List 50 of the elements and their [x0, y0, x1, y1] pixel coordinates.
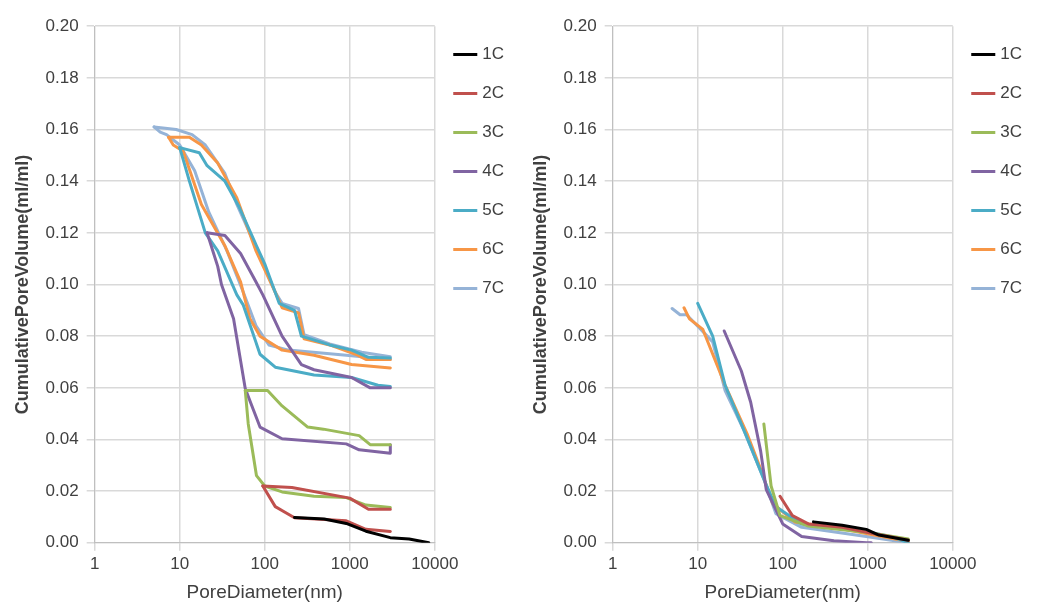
y-tick-label: 0.02	[563, 480, 597, 500]
legend-label: 6C	[1000, 239, 1022, 259]
x-tick-label: 10	[688, 553, 708, 573]
x-axis-title: PoreDiameter(nm)	[186, 580, 343, 602]
x-tick-label: 1	[89, 553, 100, 573]
y-tick-label: 0.14	[45, 170, 79, 190]
x-tick-label: 10	[170, 553, 190, 573]
x-tick-label: 100	[250, 553, 279, 573]
y-tick-label: 0.00	[563, 532, 597, 552]
y-tick-label: 0.12	[45, 222, 79, 242]
legend-label: 3C	[482, 122, 504, 142]
legend-label: 3C	[1000, 122, 1022, 142]
legend-label: 1C	[1000, 44, 1022, 64]
y-tick-label: 0.02	[45, 480, 79, 500]
x-tick-label: 1	[607, 553, 618, 573]
legend-label: 4C	[1000, 161, 1022, 181]
legend-label: 2C	[1000, 83, 1022, 103]
legend-label: 2C	[482, 83, 504, 103]
y-tick-label: 0.18	[45, 67, 79, 87]
y-tick-label: 0.06	[563, 377, 597, 397]
y-tick-label: 0.00	[45, 532, 79, 552]
y-tick-label: 0.08	[563, 325, 597, 345]
legend-label: 5C	[482, 200, 504, 220]
y-tick-label: 0.04	[45, 429, 79, 449]
x-axis-title: PoreDiameter(nm)	[704, 580, 861, 602]
y-tick-label: 0.16	[45, 119, 79, 139]
x-tick-label: 10000	[411, 553, 459, 573]
y-tick-label: 0.10	[45, 274, 79, 294]
y-tick-label: 0.16	[563, 119, 597, 139]
y-tick-label: 0.20	[563, 15, 597, 35]
y-tick-label: 0.14	[563, 170, 597, 190]
y-tick-label: 0.12	[563, 222, 597, 242]
legend-label: 6C	[482, 239, 504, 259]
y-tick-label: 0.06	[45, 377, 79, 397]
x-tick-label: 1000	[330, 553, 369, 573]
y-tick-label: 0.10	[563, 274, 597, 294]
legend-label: 7C	[482, 278, 504, 298]
x-tick-label: 100	[768, 553, 797, 573]
y-tick-label: 0.18	[563, 67, 597, 87]
y-tick-label: 0.08	[45, 325, 79, 345]
legend-label: 4C	[482, 161, 504, 181]
x-tick-label: 10000	[929, 553, 977, 573]
y-tick-label: 0.04	[563, 429, 597, 449]
y-axis-title: CumulativePoreVolume(ml/ml)	[11, 154, 32, 415]
legend-label: 5C	[1000, 200, 1022, 220]
x-tick-label: 1000	[848, 553, 887, 573]
legend-label: 1C	[482, 44, 504, 64]
y-tick-label: 0.20	[45, 15, 79, 35]
legend-label: 7C	[1000, 278, 1022, 298]
y-axis-title: CumulativePoreVolume(ml/ml)	[529, 154, 550, 415]
